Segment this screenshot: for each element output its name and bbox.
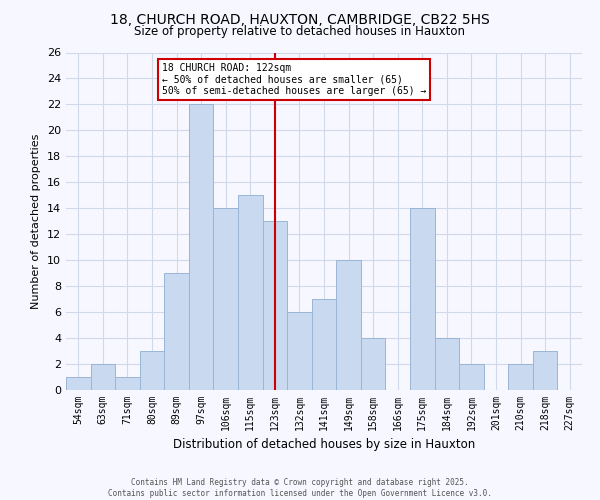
Bar xyxy=(410,208,434,390)
Bar xyxy=(91,364,115,390)
Bar xyxy=(140,351,164,390)
Bar xyxy=(238,196,263,390)
Bar xyxy=(66,377,91,390)
Bar xyxy=(336,260,361,390)
Text: 18, CHURCH ROAD, HAUXTON, CAMBRIDGE, CB22 5HS: 18, CHURCH ROAD, HAUXTON, CAMBRIDGE, CB2… xyxy=(110,12,490,26)
Bar xyxy=(459,364,484,390)
Bar xyxy=(361,338,385,390)
Bar xyxy=(214,208,238,390)
Text: 18 CHURCH ROAD: 122sqm
← 50% of detached houses are smaller (65)
50% of semi-det: 18 CHURCH ROAD: 122sqm ← 50% of detached… xyxy=(162,63,426,96)
Bar xyxy=(533,351,557,390)
Y-axis label: Number of detached properties: Number of detached properties xyxy=(31,134,41,309)
Bar xyxy=(312,299,336,390)
Text: Size of property relative to detached houses in Hauxton: Size of property relative to detached ho… xyxy=(134,25,466,38)
Bar xyxy=(263,221,287,390)
Bar xyxy=(164,273,189,390)
Bar xyxy=(434,338,459,390)
Bar xyxy=(189,104,214,390)
Bar xyxy=(115,377,140,390)
X-axis label: Distribution of detached houses by size in Hauxton: Distribution of detached houses by size … xyxy=(173,438,475,452)
Text: Contains HM Land Registry data © Crown copyright and database right 2025.
Contai: Contains HM Land Registry data © Crown c… xyxy=(108,478,492,498)
Bar xyxy=(508,364,533,390)
Bar xyxy=(287,312,312,390)
